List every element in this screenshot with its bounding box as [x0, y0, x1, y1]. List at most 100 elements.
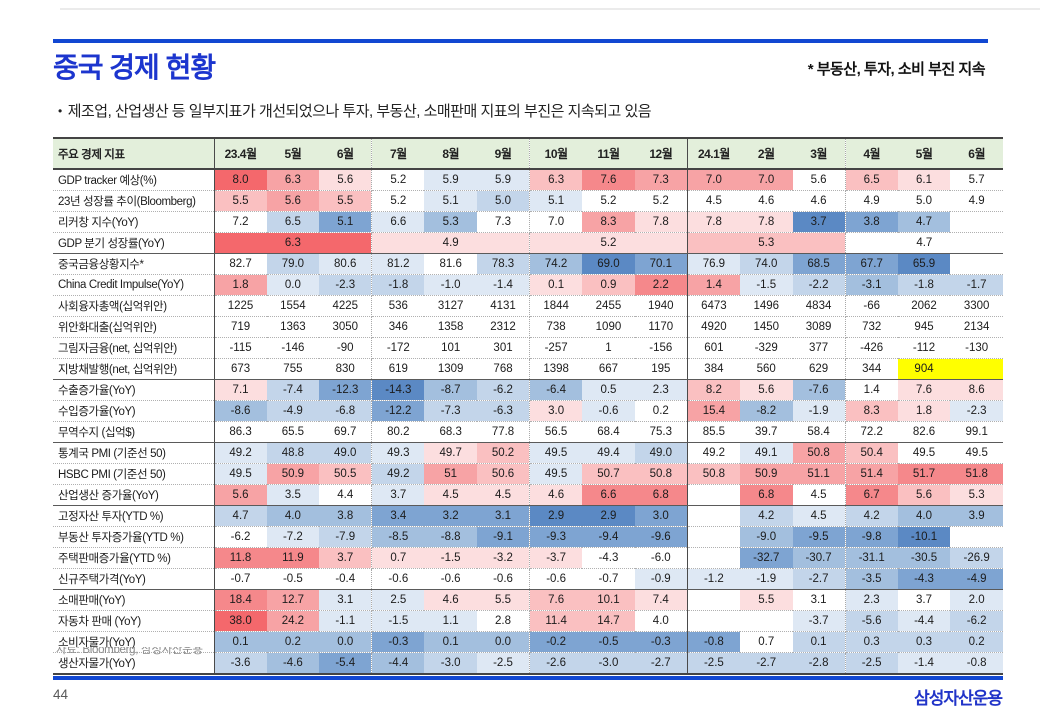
table-cell: 50.8	[634, 463, 688, 485]
table-cell: 0.3	[897, 631, 951, 653]
table-cell: 4.6	[792, 190, 846, 212]
table-cell: 2134	[950, 316, 1003, 338]
table-cell: -4.4	[371, 652, 425, 675]
table-cell: -2.8	[792, 652, 846, 675]
table-cell: -1.4	[476, 274, 531, 296]
table-cell: -8.5	[371, 526, 425, 548]
column-header: 7월	[371, 137, 425, 170]
table-cell: 1554	[266, 295, 320, 317]
table-cell: 384	[687, 358, 740, 380]
table-cell: -8.7	[424, 379, 477, 401]
table-cell: 85.5	[687, 421, 740, 443]
table-cell: 3.1	[476, 505, 531, 527]
table-cell: 50.4	[845, 442, 898, 464]
table-cell: 0.1	[214, 631, 267, 653]
row-label: 주택판매증가율(YTD %)	[53, 547, 215, 569]
table-cell: 1170	[634, 316, 688, 338]
table-cell: -3.7	[529, 547, 583, 569]
table-cell: 18.4	[214, 589, 267, 611]
column-header: 2월	[739, 137, 793, 170]
table-cell: 2.9	[582, 505, 635, 527]
table-cell: -31.1	[845, 547, 898, 569]
table-cell: -1.4	[897, 652, 951, 675]
table-cell: 3.7	[319, 547, 373, 569]
table-cell: -7.6	[792, 379, 846, 401]
table-cell: 5.6	[266, 190, 320, 212]
table-cell: -0.6	[529, 568, 583, 590]
table-cell: 5.0	[897, 190, 951, 212]
table-cell: -8.6	[214, 400, 267, 422]
table-cell: 5.5	[319, 190, 373, 212]
table-cell: 5.5	[214, 190, 267, 212]
table-cell: 667	[582, 358, 635, 380]
table-cell: 74.2	[529, 253, 583, 275]
table-cell: 5.2	[529, 232, 688, 254]
table-cell: 7.0	[529, 211, 583, 233]
table-cell	[950, 211, 1003, 233]
table-cell: 945	[897, 316, 951, 338]
row-label: GDP 분기 성장률(YoY)	[53, 232, 215, 254]
table-cell: 7.8	[687, 211, 740, 233]
table-cell: -0.6	[476, 568, 531, 590]
table-cell: -426	[845, 337, 898, 359]
table-cell: 3.1	[792, 589, 846, 611]
table-cell: 1940	[634, 295, 688, 317]
table-cell: -7.4	[266, 379, 320, 401]
table-cell: 8.3	[582, 211, 635, 233]
table-cell: 1358	[424, 316, 477, 338]
table-cell: 5.2	[371, 169, 425, 191]
table-cell: -0.6	[371, 568, 425, 590]
table-cell: -2.7	[739, 652, 793, 675]
table-cell: 11.4	[529, 610, 583, 632]
table-cell: 4.7	[897, 211, 951, 233]
row-label: 위안화대출(십억위안)	[53, 316, 215, 338]
table-cell: 81.2	[371, 253, 425, 275]
table-cell: -3.0	[424, 652, 477, 675]
table-cell: 68.5	[792, 253, 846, 275]
table-cell: -9.1	[476, 526, 531, 548]
table-cell: -2.7	[634, 652, 688, 675]
table-cell: 0.1	[424, 631, 477, 653]
table-cell: 0.7	[739, 631, 793, 653]
table-cell: 6.6	[582, 484, 635, 506]
table-cell: -4.3	[582, 547, 635, 569]
table-cell: -2.5	[476, 652, 531, 675]
table-cell: -6.2	[476, 379, 531, 401]
table-cell: 58.4	[792, 421, 846, 443]
table-cell: 2.3	[634, 379, 688, 401]
table-cell: 50.7	[582, 463, 635, 485]
table-cell: 5.6	[897, 484, 951, 506]
table-cell: 81.6	[424, 253, 477, 275]
table-cell: 2.5	[371, 589, 425, 611]
table-cell: 3.9	[950, 505, 1003, 527]
column-header: 24.1월	[687, 137, 740, 170]
table-cell: 67.7	[845, 253, 898, 275]
table-cell: 4.0	[897, 505, 951, 527]
table-cell: -0.8	[687, 631, 740, 653]
table-cell: 301	[476, 337, 531, 359]
table-cell: 6.1	[897, 169, 951, 191]
table-cell: 719	[214, 316, 267, 338]
table-cell: 346	[371, 316, 425, 338]
table-cell: -9.4	[582, 526, 635, 548]
table-cell: 0.7	[371, 547, 425, 569]
row-label: China Credit Impulse(YoY)	[53, 274, 215, 296]
table-cell: -3.6	[214, 652, 267, 675]
table-cell: 76.9	[687, 253, 740, 275]
row-label: 23년 성장률 추이(Bloomberg)	[53, 190, 215, 212]
table-cell: 6.8	[739, 484, 793, 506]
table-cell: 5.1	[424, 190, 477, 212]
table-cell: 3.8	[845, 211, 898, 233]
table-cell: 4.9	[371, 232, 531, 254]
table-cell: -9.8	[845, 526, 898, 548]
table-cell: 50.9	[266, 463, 320, 485]
table-cell: 0.2	[634, 400, 688, 422]
table-cell: 3.0	[634, 505, 688, 527]
table-cell: 7.8	[634, 211, 688, 233]
table-cell: 4.0	[266, 505, 320, 527]
table-cell: 50.9	[739, 463, 793, 485]
column-header: 6월	[950, 137, 1003, 170]
table-cell: -1.8	[371, 274, 425, 296]
table-cell: -30.7	[792, 547, 846, 569]
table-cell: 56.5	[529, 421, 583, 443]
